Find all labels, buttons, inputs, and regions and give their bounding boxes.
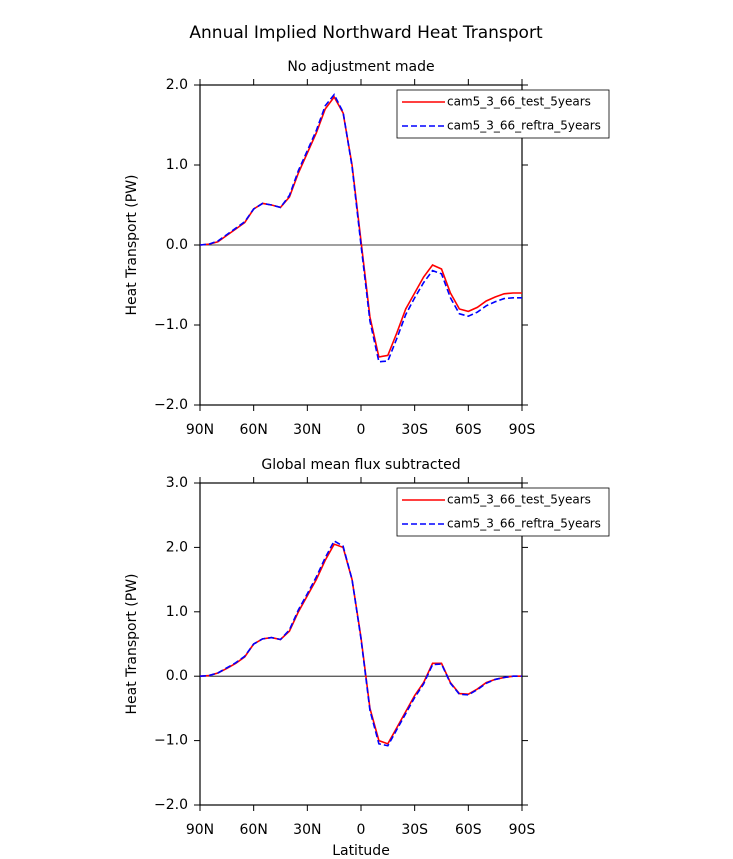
y-axis-label: Heat Transport (PW): [124, 573, 140, 714]
x-tick-label: 90N: [186, 822, 214, 838]
legend-box: [396, 89, 610, 139]
x-tick-label: 90S: [509, 822, 536, 838]
y-tick-label: −1.0: [154, 317, 188, 333]
x-tick-label: 30S: [401, 422, 428, 438]
y-tick-label: 0.0: [166, 668, 188, 684]
legend-box: [396, 487, 610, 537]
panel-title: Global mean flux subtracted: [261, 457, 460, 473]
x-tick-label: 60N: [240, 422, 268, 438]
x-tick-label: 60N: [240, 822, 268, 838]
y-tick-label: 0.0: [166, 237, 188, 253]
y-tick-label: 1.0: [166, 157, 188, 173]
y-axis-label: Heat Transport (PW): [124, 174, 140, 315]
y-tick-label: 2.0: [166, 77, 188, 93]
x-axis-label: Latitude: [332, 843, 390, 859]
x-tick-label: 90S: [509, 422, 536, 438]
plot-frame: [199, 482, 523, 806]
y-tick-label: −2.0: [154, 397, 188, 413]
y-tick-label: −2.0: [154, 797, 188, 813]
x-tick-label: 60S: [455, 822, 482, 838]
x-tick-label: 30N: [293, 422, 321, 438]
legend-label: cam5_3_66_reftra_5years: [447, 119, 601, 133]
legend-label: cam5_3_66_test_5years: [447, 95, 591, 109]
x-tick-label: 60S: [455, 422, 482, 438]
x-tick-label: 30N: [293, 822, 321, 838]
legend-label: cam5_3_66_reftra_5years: [447, 517, 601, 531]
y-tick-label: 3.0: [166, 475, 188, 491]
data-line: [199, 539, 522, 747]
data-line: [199, 93, 522, 363]
x-tick-label: 0: [357, 422, 366, 438]
legend-label: cam5_3_66_test_5years: [447, 493, 591, 507]
panel-title: No adjustment made: [287, 59, 434, 75]
x-tick-label: 0: [357, 822, 366, 838]
y-tick-label: −1.0: [154, 733, 188, 749]
x-tick-label: 30S: [401, 822, 428, 838]
y-tick-label: 1.0: [166, 604, 188, 620]
figure-title: Annual Implied Northward Heat Transport: [189, 23, 543, 43]
x-tick-label: 90N: [186, 422, 214, 438]
y-tick-label: 2.0: [166, 539, 188, 555]
